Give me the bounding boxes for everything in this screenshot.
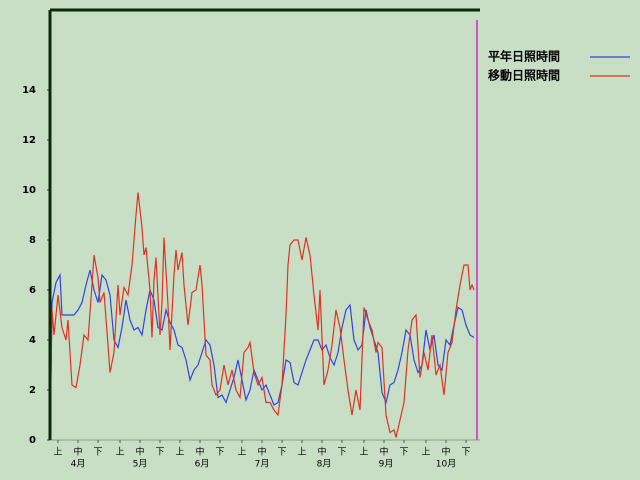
month-label: 9月	[379, 459, 394, 470]
series-line	[49, 269, 475, 441]
month-label: 8月	[317, 459, 332, 470]
x-tick-label: 上	[359, 447, 368, 458]
y-tick-label: 14	[22, 85, 36, 96]
month-label: 10月	[436, 459, 456, 470]
x-tick-label: 中	[135, 446, 144, 458]
x-tick-label: 上	[53, 447, 62, 458]
month-label: 7月	[255, 459, 270, 470]
y-tick-label: 2	[29, 385, 36, 396]
legend-label: 平年日照時間	[488, 49, 560, 64]
legend-label: 移動日照時間	[488, 68, 560, 83]
x-tick-label: 下	[399, 448, 408, 458]
x-tick-label: 中	[257, 446, 266, 458]
y-tick-label: 0	[29, 435, 36, 446]
x-tick-label: 中	[379, 446, 388, 458]
x-tick-label: 中	[441, 446, 450, 458]
x-tick-label: 下	[337, 448, 346, 458]
x-tick-label: 上	[115, 447, 124, 458]
y-tick-label: 4	[29, 335, 36, 346]
x-tick-label: 中	[317, 446, 326, 458]
y-tick-label: 6	[29, 285, 36, 296]
x-tick-label: 下	[215, 448, 224, 458]
y-tick-label: 10	[22, 185, 36, 196]
x-tick-label: 下	[155, 448, 164, 458]
month-label: 5月	[133, 459, 148, 470]
x-tick-label: 上	[237, 447, 246, 458]
x-tick-label: 上	[297, 447, 306, 458]
x-tick-label: 下	[93, 448, 102, 458]
x-tick-label: 上	[421, 447, 430, 458]
month-label: 6月	[195, 459, 210, 470]
x-tick-label: 下	[461, 448, 470, 458]
y-tick-label: 12	[22, 135, 36, 146]
series-line	[49, 192, 475, 441]
x-tick-label: 下	[277, 448, 286, 458]
y-tick-label: 8	[29, 235, 36, 246]
x-tick-label: 中	[195, 446, 204, 458]
x-tick-label: 中	[73, 446, 82, 458]
x-tick-label: 上	[175, 447, 184, 458]
month-label: 4月	[71, 459, 86, 470]
